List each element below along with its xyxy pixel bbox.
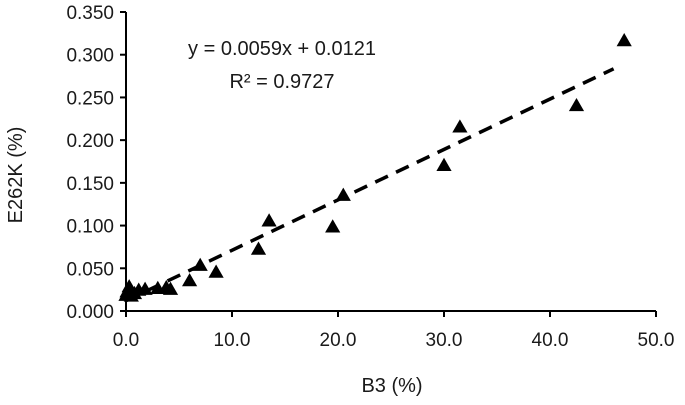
y-tick-label: 0.350 [66, 3, 114, 24]
data-point [616, 33, 632, 47]
axes [125, 12, 656, 312]
x-axis-title: B3 (%) [361, 375, 422, 397]
y-tick-label: 0.150 [66, 174, 114, 195]
y-tick-label: 0.250 [66, 88, 114, 109]
data-point [192, 257, 208, 271]
trendline [125, 67, 615, 303]
data-point [325, 219, 341, 233]
y-axis-title: E262K (%) [5, 127, 27, 224]
data-point [335, 187, 351, 201]
y-tick-label: 0.300 [66, 46, 114, 67]
x-tick-label: 20.0 [320, 330, 357, 351]
x-tick-label: 30.0 [426, 330, 463, 351]
y-tick-label: 0.100 [66, 217, 114, 238]
x-tick-label: 50.0 [638, 330, 675, 351]
data-point [436, 157, 452, 171]
data-point [261, 213, 277, 227]
trendline-equation: y = 0.0059x + 0.0121 [188, 38, 376, 60]
y-ticks: 0.000 0.050 0.100 0.150 0.200 0.250 0.300 0.350 [66, 3, 126, 323]
data-points [118, 33, 632, 302]
data-point [137, 281, 153, 295]
x-ticks: 0.0 10.0 20.0 30.0 40.0 50.0 [113, 311, 675, 351]
x-tick-label: 0.0 [113, 330, 139, 351]
y-tick-label: 0.000 [66, 302, 114, 323]
data-point [162, 281, 179, 295]
y-tick-label: 0.050 [66, 259, 114, 280]
data-point [208, 264, 224, 278]
data-point [452, 119, 468, 133]
r-squared-label: R² = 0.9727 [229, 71, 334, 93]
data-point [568, 97, 585, 112]
y-tick-label: 0.200 [66, 131, 114, 152]
x-tick-label: 40.0 [532, 330, 569, 351]
data-point [182, 273, 198, 287]
x-tick-label: 10.0 [214, 330, 251, 351]
data-point [250, 241, 267, 255]
trendline-group [125, 67, 615, 303]
